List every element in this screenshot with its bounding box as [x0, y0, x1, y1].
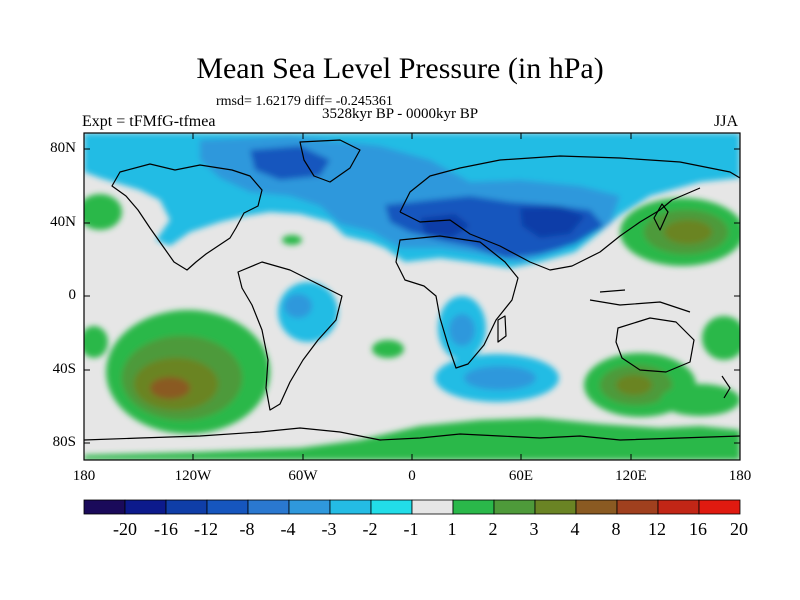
colorbar-swatch [83, 499, 126, 515]
coast-south-america [237, 261, 343, 411]
negative-core-arctic-west [250, 146, 330, 180]
colorbar-label: -1 [403, 519, 419, 539]
lon-label-60w: 60W [288, 468, 318, 484]
positive-east-pacific [84, 194, 122, 230]
colorbar-label: 16 [689, 519, 707, 539]
colorbar-label: -8 [239, 519, 255, 539]
colorbar-label: 3 [529, 519, 539, 539]
colorbar-swatch [616, 499, 659, 515]
lat-label-40n: 40N [50, 214, 76, 230]
coastlines [84, 139, 740, 441]
period-text: 3528kyr BP - 0000kyr BP [322, 106, 479, 122]
colorbar-label: 20 [730, 519, 748, 539]
coast-japan [653, 203, 669, 231]
coast-eurasia [399, 155, 740, 271]
lon-label-120e: 120E [615, 468, 647, 484]
colorbar [83, 499, 741, 515]
coast-africa [395, 235, 519, 369]
positive-mid-atlantic [282, 235, 302, 245]
colorbar-swatch [165, 499, 208, 515]
lat-label-0: 0 [68, 287, 77, 303]
positive-atlantic-small [372, 340, 404, 358]
coast-north-america [111, 163, 263, 271]
lon-label-120w: 120W [174, 468, 212, 484]
positive-south-pacific-4 [150, 377, 190, 399]
lat-label-80s: 80S [52, 434, 76, 450]
positive-west-pacific [702, 316, 740, 360]
experiment-label: Expt = tFMfG-tfmea [82, 113, 216, 130]
colorbar-swatch [206, 499, 249, 515]
colorbar-label: -4 [280, 519, 296, 539]
lon-label-0: 0 [408, 468, 416, 484]
negative-indian-ocean-core [464, 366, 536, 390]
colorbar-label: 4 [570, 519, 580, 539]
negative-core-asia-deep [520, 206, 585, 238]
colorbar-swatch [452, 499, 495, 515]
lat-label-80n: 80N [50, 140, 76, 156]
colorbar-swatch [370, 499, 413, 515]
colorbar-label: -12 [194, 519, 218, 539]
stats-text: rmsd= 1.62179 diff= -0.245361 [216, 94, 393, 109]
season-label: JJA [714, 113, 739, 130]
colorbar-label: 2 [488, 519, 498, 539]
colorbar-label: -3 [321, 519, 337, 539]
coast-indonesia [589, 289, 691, 313]
plot-title: Mean Sea Level Pressure (in hPa) [196, 52, 604, 85]
colorbar-label: -2 [362, 519, 378, 539]
coast-australia [615, 317, 695, 373]
negative-core-europe [420, 214, 470, 238]
coast-new-zealand [721, 375, 731, 399]
pressure-field [84, 133, 740, 460]
positive-far-west [84, 326, 108, 358]
colorbar-label: -20 [113, 519, 137, 539]
positive-south-indian-3 [616, 375, 652, 395]
colorbar-swatch [411, 499, 454, 515]
lon-label-60e: 60E [508, 468, 534, 484]
negative-south-africa-core [449, 314, 475, 346]
coast-antarctica [84, 427, 740, 441]
negative-south-america-core [284, 294, 312, 318]
colorbar-swatch [534, 499, 577, 515]
lon-label-180e: 180 [728, 468, 752, 484]
colorbar-label: 8 [611, 519, 621, 539]
colorbar-swatch [657, 499, 700, 515]
colorbar-swatch [288, 499, 331, 515]
colorbar-swatch [247, 499, 290, 515]
coast-greenland [299, 139, 361, 183]
colorbar-swatch [575, 499, 618, 515]
colorbar-swatch [698, 499, 741, 515]
positive-tasman [660, 384, 740, 416]
colorbar-swatch [124, 499, 167, 515]
coast-madagascar [497, 315, 507, 343]
positive-north-pacific-3 [664, 220, 712, 244]
colorbar-label: 1 [447, 519, 457, 539]
lat-label-40s: 40S [52, 361, 76, 377]
colorbar-label: 12 [648, 519, 666, 539]
colorbar-label: -16 [154, 519, 178, 539]
axis-ticks [83, 133, 741, 460]
colorbar-swatch [493, 499, 536, 515]
colorbar-swatch [329, 499, 372, 515]
lon-label-180w: 180 [72, 468, 96, 484]
